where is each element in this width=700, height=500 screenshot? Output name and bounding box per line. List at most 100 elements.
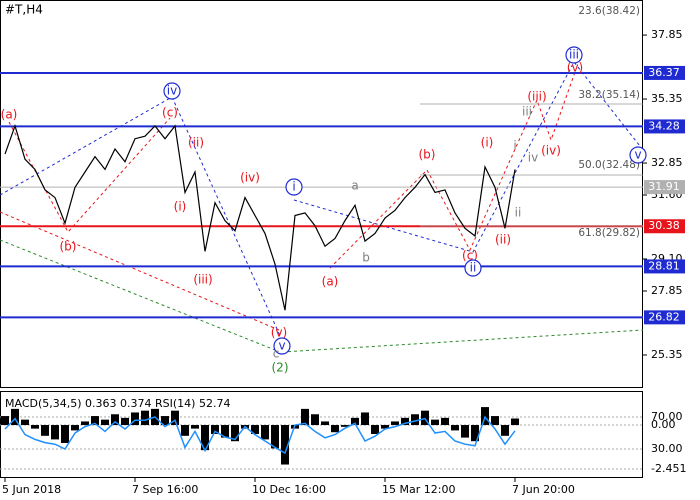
wave-circle — [163, 82, 181, 100]
wave-label: (ii) — [188, 136, 204, 150]
macd-bar — [161, 416, 169, 426]
macd-bar — [321, 421, 329, 426]
level-box — [644, 65, 685, 80]
macd-bar — [271, 425, 279, 449]
macd-bar — [381, 425, 389, 429]
macd-bar — [491, 416, 499, 426]
wave-label: (b) — [419, 148, 436, 162]
macd-bar — [511, 418, 519, 426]
macd-bar — [211, 425, 219, 435]
macd-bar — [221, 425, 229, 438]
wave-line — [0, 211, 280, 331]
wave-label: (2) — [272, 361, 289, 375]
level-box — [644, 219, 685, 234]
macd-bar — [111, 414, 119, 426]
wave-label: (ii) — [495, 233, 511, 247]
fib-label: 23.6(38.42) — [578, 5, 640, 17]
wave-label: (a) — [322, 275, 339, 289]
chart-title: #T,H4 — [5, 3, 43, 17]
wave-label: (v) — [567, 61, 583, 75]
macd-bar — [351, 417, 359, 426]
wave-label: i — [513, 139, 516, 153]
macd-bar — [101, 419, 109, 426]
wave-label: a — [351, 179, 358, 193]
wave-label: (iv) — [240, 171, 260, 185]
level-box — [644, 310, 685, 325]
macd-bar — [91, 416, 99, 426]
wave-label: iv — [528, 151, 538, 165]
rsi-line — [4, 415, 516, 455]
level-box — [644, 259, 685, 274]
wave-label: v — [634, 148, 641, 162]
wave-label: c — [273, 347, 280, 361]
wave-line — [0, 239, 281, 353]
wave-label: (i) — [481, 136, 494, 150]
macd-bar — [361, 412, 369, 426]
indicator-panel — [0, 391, 643, 478]
y-tick-label: 27.85 — [651, 284, 683, 297]
wave-label: (c) — [162, 106, 178, 120]
macd-bar — [21, 419, 29, 426]
y-tick-label: 25.35 — [651, 348, 683, 361]
macd-bar — [411, 414, 419, 426]
wave-label: iii — [569, 48, 579, 62]
wave-line — [329, 71, 576, 269]
wave-label: (iv) — [541, 144, 561, 158]
y-tick-label: 35.35 — [651, 92, 683, 105]
macd-bar — [121, 417, 129, 426]
wave-label: (c) — [462, 249, 478, 263]
x-tick-label: 7 Jun 20:00 — [512, 483, 575, 496]
wave-label: v — [278, 339, 285, 353]
y-tick-label: 37.85 — [651, 28, 683, 41]
wave-label: (iii) — [527, 90, 546, 104]
main-panel — [0, 0, 643, 388]
macd-bar — [171, 410, 179, 426]
x-tick-label: 5 Jun 2018 — [2, 483, 61, 496]
wave-label: b — [362, 251, 370, 265]
wave-label: ii — [515, 206, 522, 220]
macd-bar — [341, 425, 349, 427]
macd-bar — [331, 425, 339, 433]
macd-bar — [181, 425, 189, 436]
wave-label: iv — [167, 84, 177, 98]
macd-bar — [281, 425, 289, 465]
price-line — [4, 123, 516, 311]
level-box — [644, 119, 685, 134]
macd-bar — [451, 425, 459, 431]
level-box — [644, 180, 685, 195]
macd-bar — [81, 421, 89, 426]
macd-bar — [441, 417, 449, 426]
macd-bar — [261, 425, 269, 440]
wave-circle — [565, 46, 583, 64]
macd-bar — [51, 425, 59, 440]
macd-bar — [11, 408, 19, 426]
level-label: 36.37 — [648, 66, 680, 79]
wave-line — [293, 61, 644, 253]
fib-label: 50.0(32.48) — [578, 159, 640, 171]
rsi-tick-label: 70.00 — [651, 410, 683, 423]
wave-label: (a) — [1, 108, 18, 122]
x-tick-label: 10 Dec 16:00 — [252, 483, 326, 496]
macd-bar — [371, 425, 379, 435]
fib-label: 61.8(29.82) — [578, 227, 640, 239]
level-label: 26.82 — [648, 310, 680, 323]
fib-label: 38.2(35.14) — [578, 89, 640, 101]
macd-bar — [391, 421, 399, 426]
macd-bar — [61, 425, 69, 443]
macd-tick-label: -2.451 — [651, 462, 686, 475]
wave-label: (v) — [271, 326, 287, 340]
macd-bar — [41, 425, 49, 436]
wave-circle — [285, 178, 303, 196]
macd-bar — [191, 425, 199, 429]
wave-label: i — [292, 180, 295, 194]
x-tick-label: 7 Sep 16:00 — [132, 483, 198, 496]
wave-circle — [464, 259, 482, 277]
level-label: 34.28 — [648, 119, 680, 132]
level-label: 30.38 — [648, 219, 680, 232]
macd-bar — [501, 425, 509, 436]
wave-circle — [629, 146, 647, 164]
macd-bar — [231, 425, 239, 442]
level-label: 28.81 — [648, 259, 680, 272]
rsi-tick-label: 30.00 — [651, 442, 683, 455]
